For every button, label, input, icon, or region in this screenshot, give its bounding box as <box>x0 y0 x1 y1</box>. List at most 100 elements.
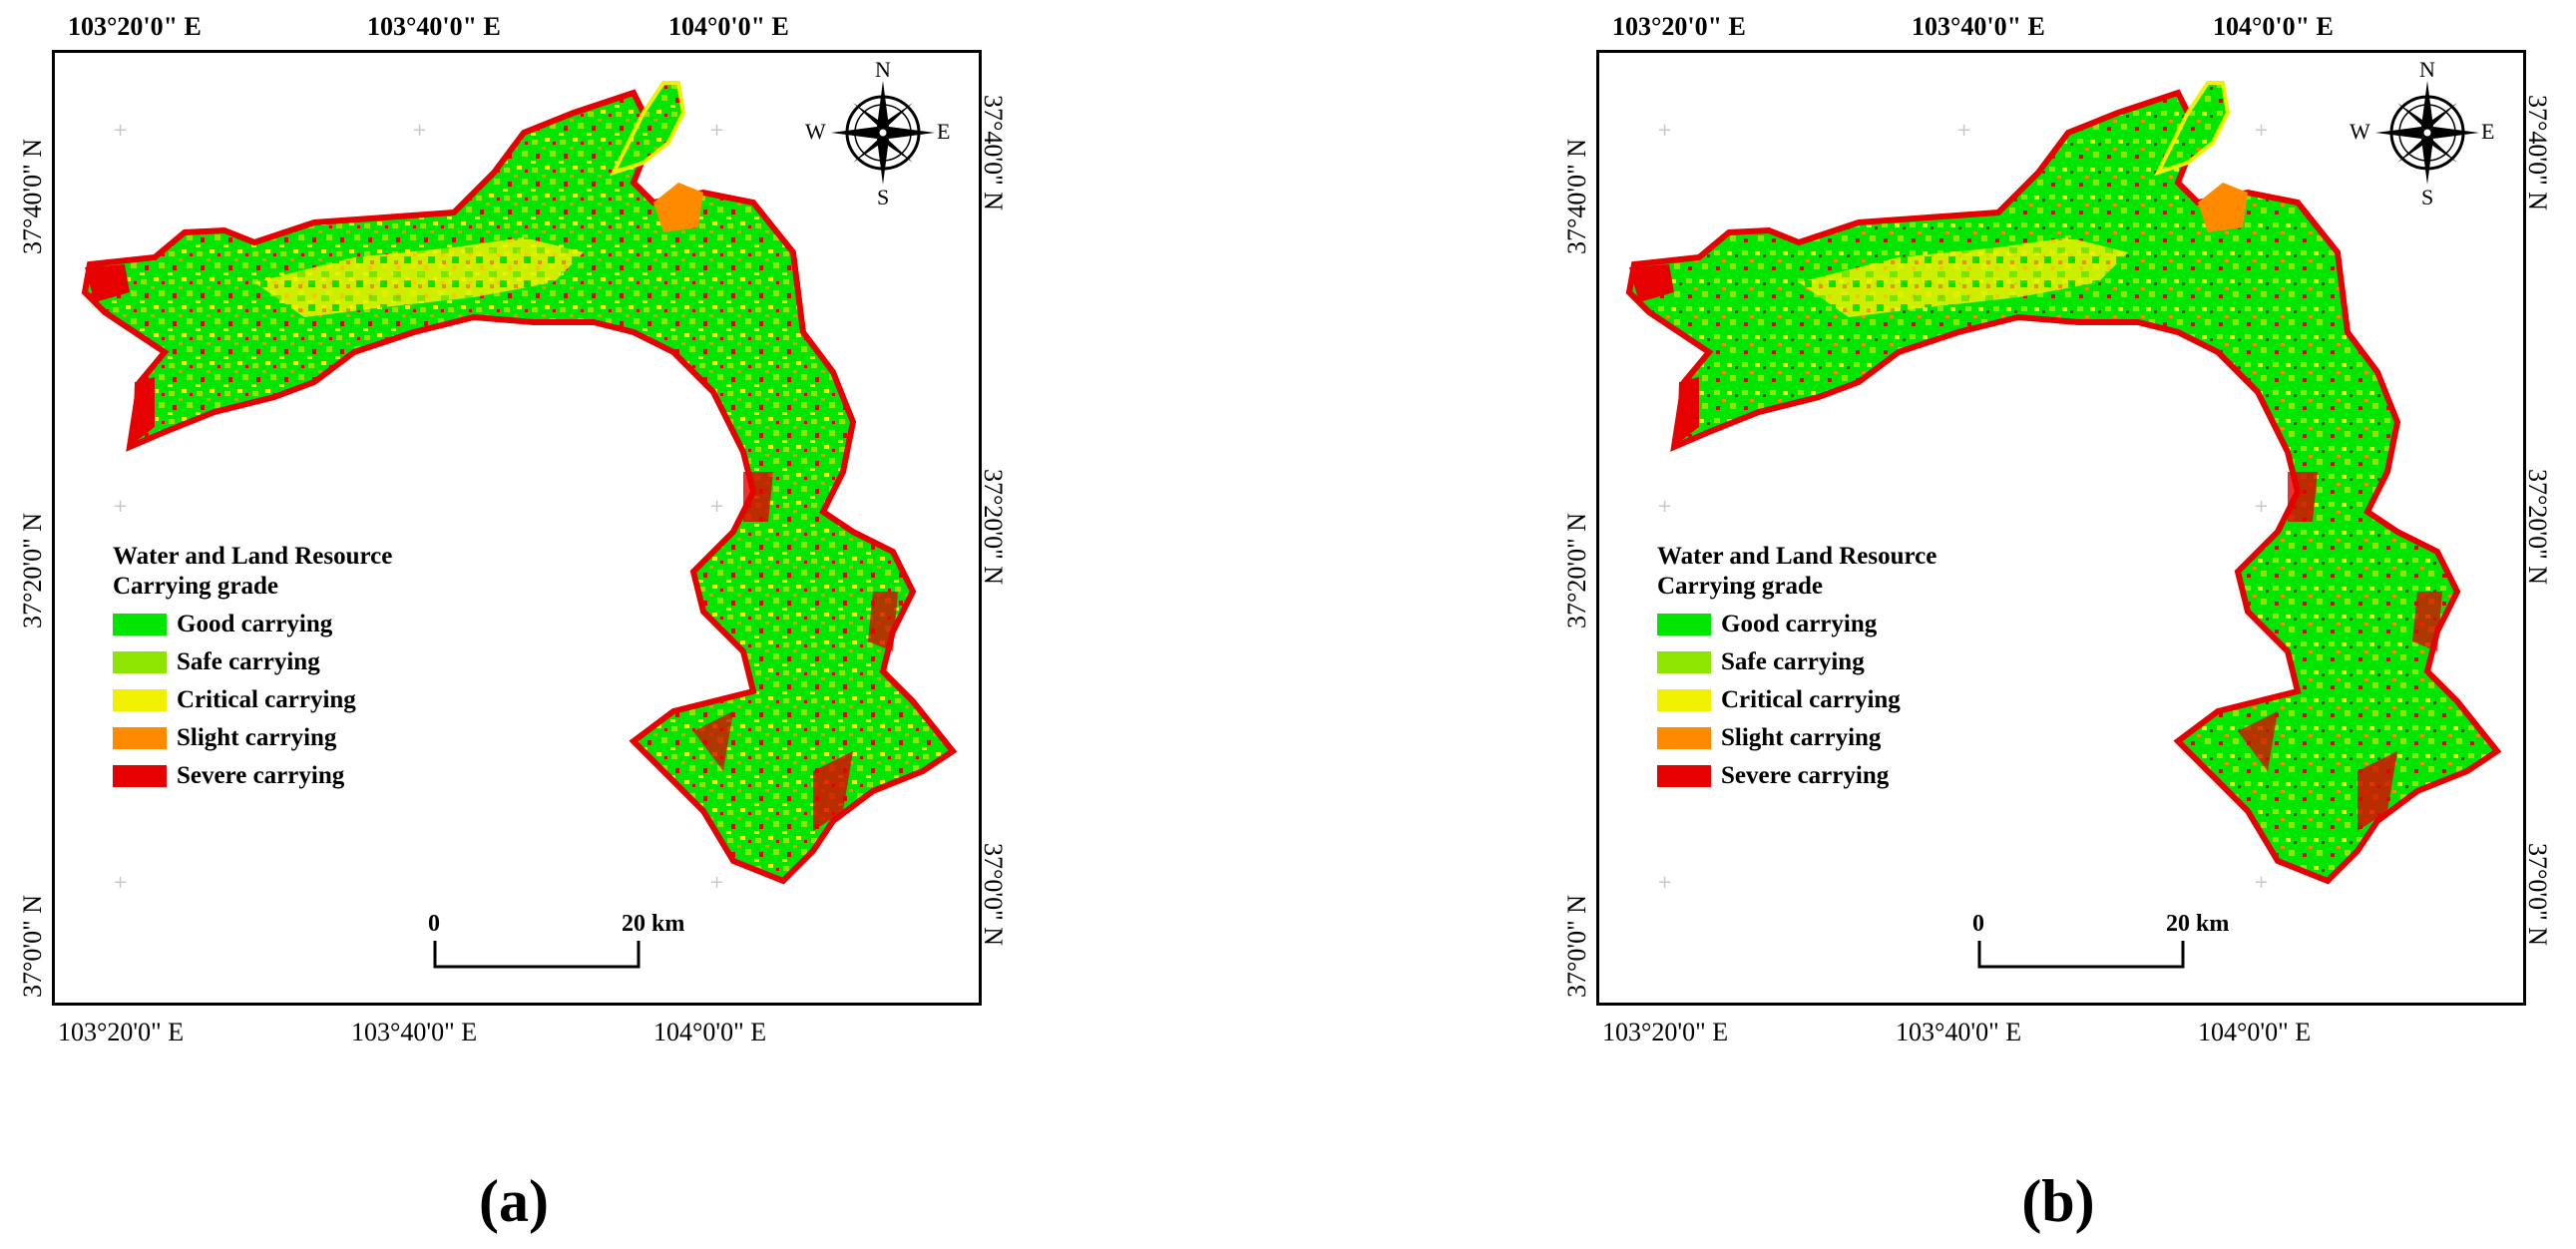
legend-title: Water and Land Resource <box>1657 543 1937 570</box>
legend-item: Good carrying <box>113 606 392 643</box>
left-lat-label: 37°20'0" N <box>1562 513 1591 628</box>
top-lon-label: 103°40'0" E <box>1912 12 2045 41</box>
legend-label: Slight carrying <box>1721 724 1882 751</box>
bottom-lon-label: 103°40'0" E <box>351 1018 478 1046</box>
right-lat-label: 37°40'0" N <box>2523 95 2552 210</box>
left-lat-label: 37°20'0" N <box>18 513 47 628</box>
graticule-mark: + <box>2254 872 2270 893</box>
legend-swatch <box>1657 727 1711 749</box>
legend-swatch <box>113 689 167 711</box>
legend-item: Critical carrying <box>113 681 392 719</box>
legend-swatch <box>1657 689 1711 711</box>
graticule-mark: + <box>113 120 129 141</box>
legend-label: Slight carrying <box>177 724 337 751</box>
compass-e: E <box>937 119 951 144</box>
scale-start-label: 0 <box>428 911 440 937</box>
top-lon-label: 103°40'0" E <box>367 12 501 41</box>
top-lon-label: 103°20'0" E <box>1612 12 1746 41</box>
top-lon-label: 104°0'0" E <box>668 12 789 41</box>
scale-bar-line <box>1977 941 2185 969</box>
legend-title: Water and Land Resource <box>113 543 393 570</box>
bottom-lon-label: 104°0'0" E <box>2198 1018 2312 1046</box>
top-lon-label: 103°20'0" E <box>68 12 202 41</box>
compass-s: S <box>2421 185 2434 209</box>
graticule-mark: + <box>1657 120 1673 141</box>
scale-end-label: 20 km <box>622 911 685 937</box>
graticule-mark: + <box>1657 872 1673 893</box>
legend-subtitle: Carrying grade <box>113 573 278 600</box>
bottom-lon-label: 103°20'0" E <box>1602 1018 1729 1046</box>
right-lat-label: 37°20'0" N <box>2523 469 2552 585</box>
graticule-mark: + <box>1657 496 1673 517</box>
bottom-lon-label: 104°0'0" E <box>653 1018 767 1046</box>
north-arrow: N S W E <box>805 57 950 209</box>
graticule-mark: + <box>412 120 428 141</box>
bottom-lon-label: 103°20'0" E <box>58 1018 185 1046</box>
legend-label: Good carrying <box>177 611 333 637</box>
carrying-grade-region <box>81 81 958 885</box>
legend-label: Safe carrying <box>177 648 320 675</box>
graticule-mark: + <box>709 872 725 893</box>
compass-e: E <box>2481 119 2495 144</box>
compass-w: W <box>2350 119 2370 144</box>
scale-bar: 0 20 km <box>428 911 691 971</box>
compass-n: N <box>875 57 891 82</box>
legend-label: Safe carrying <box>1721 648 1865 675</box>
legend-swatch <box>113 614 167 635</box>
legend-item: Good carrying <box>1657 606 1936 643</box>
right-lat-label: 37°40'0" N <box>979 95 1008 210</box>
carrying-grade-region <box>1625 81 2502 885</box>
graticule-mark: + <box>2254 496 2270 517</box>
compass-w: W <box>805 119 826 144</box>
legend-label: Severe carrying <box>1721 762 1890 789</box>
scale-start-label: 0 <box>1972 911 1984 937</box>
legend-item: Severe carrying <box>1657 757 1936 795</box>
left-lat-label: 37°0'0" N <box>1562 895 1591 998</box>
legend-swatch <box>1657 765 1711 787</box>
legend-subtitle: Carrying grade <box>1657 573 1823 600</box>
scale-bar-line <box>433 941 641 969</box>
legend-label: Critical carrying <box>1721 686 1901 713</box>
legend-label: Critical carrying <box>177 686 356 713</box>
legend-label: Good carrying <box>1721 611 1878 637</box>
graticule-mark: + <box>113 496 129 517</box>
legend-swatch <box>1657 614 1711 635</box>
graticule-mark: + <box>709 496 725 517</box>
left-lat-label: 37°40'0" N <box>1562 139 1591 254</box>
left-lat-label: 37°40'0" N <box>18 139 47 254</box>
left-lat-label: 37°0'0" N <box>18 895 47 998</box>
right-lat-label: 37°20'0" N <box>979 469 1008 585</box>
right-lat-label: 37°0'0" N <box>979 843 1008 946</box>
map-panel-b: 103°20'0" E 103°40'0" E 104°0'0" E 37°40… <box>1544 0 2552 1249</box>
compass-rose-icon <box>2375 81 2479 185</box>
legend-item: Slight carrying <box>113 719 392 757</box>
legend-item: Safe carrying <box>1657 643 1936 681</box>
legend: Water and Land Resource Carrying grade G… <box>113 542 392 795</box>
compass-n: N <box>2419 57 2435 82</box>
legend-item: Critical carrying <box>1657 681 1936 719</box>
legend-item: Safe carrying <box>113 643 392 681</box>
graticule-mark: + <box>709 120 725 141</box>
map-frame: + + + + + + + N S W E <box>1596 50 2526 1006</box>
map-panel-a: 103°20'0" E 103°40'0" E 104°0'0" E 37°40… <box>0 0 1008 1249</box>
scale-end-label: 20 km <box>2166 911 2230 937</box>
panel-caption: (a) <box>479 1168 549 1234</box>
legend-swatch <box>1657 651 1711 673</box>
top-lon-label: 104°0'0" E <box>2213 12 2334 41</box>
legend-swatch <box>113 651 167 673</box>
legend: Water and Land Resource Carrying grade G… <box>1657 542 1936 795</box>
graticule-mark: + <box>1956 120 1972 141</box>
compass-rose-icon <box>831 81 935 185</box>
bottom-lon-label: 103°40'0" E <box>1896 1018 2022 1046</box>
graticule-mark: + <box>113 872 129 893</box>
panel-caption: (b) <box>2021 1168 2095 1234</box>
legend-item: Slight carrying <box>1657 719 1936 757</box>
map-frame: + + + + + + + N S W E <box>52 50 982 1006</box>
compass-s: S <box>877 185 890 209</box>
legend-label: Severe carrying <box>177 762 345 789</box>
north-arrow: N S W E <box>2350 57 2494 209</box>
legend-swatch <box>113 765 167 787</box>
right-lat-label: 37°0'0" N <box>2523 843 2552 946</box>
graticule-mark: + <box>2254 120 2270 141</box>
scale-bar: 0 20 km <box>1972 911 2236 971</box>
